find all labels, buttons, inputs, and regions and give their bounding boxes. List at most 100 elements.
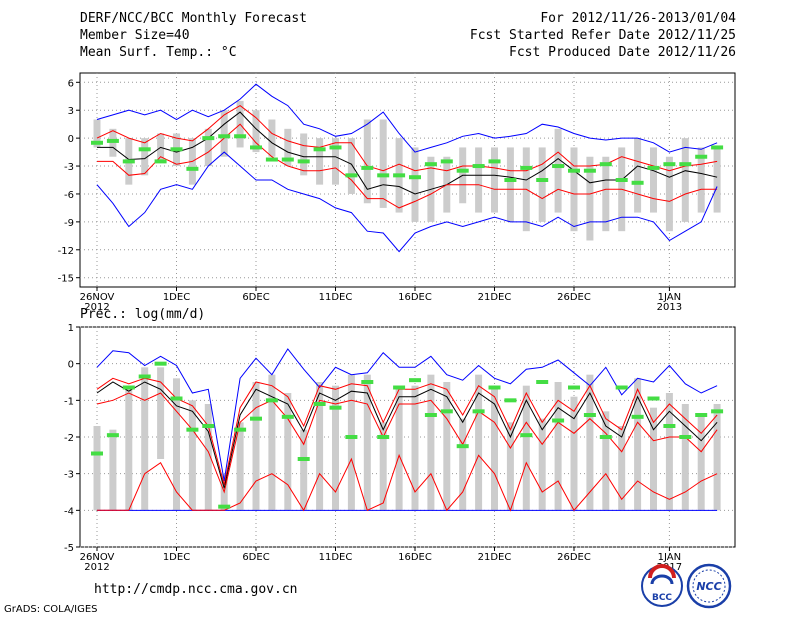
temp-ytick-label: 6	[68, 78, 74, 89]
prec-observed-mark	[536, 380, 549, 384]
temp-xtick-label: 16DEC	[398, 292, 432, 303]
prec-ensemble-bar	[491, 385, 498, 511]
temp-observed-mark	[154, 159, 167, 164]
prec-observed-mark	[679, 435, 692, 439]
temp-xtick-year-label: 2012	[84, 302, 109, 313]
temp-ensemble-bar	[379, 119, 387, 208]
prec-observed-mark	[106, 433, 119, 438]
prec-observed-mark	[91, 451, 103, 456]
source-url[interactable]: http://cmdp.ncc.cma.gov.cn	[94, 582, 298, 597]
temp-ensemble-bar	[141, 138, 149, 176]
prec-observed-mark	[234, 427, 247, 432]
temp-observed-mark	[186, 166, 199, 171]
prec-observed-mark	[631, 414, 644, 419]
temp-xtick-label: 1DEC	[163, 292, 190, 303]
temp-observed-mark	[234, 134, 247, 139]
prec-observed-mark	[583, 413, 596, 417]
prec-ytick-label: -3	[64, 470, 74, 481]
prec-observed-mark	[615, 385, 628, 390]
prec-ensemble-bar	[204, 404, 212, 511]
prec-ytick-label: 1	[68, 323, 74, 334]
prec-xtick-year-label: 2017	[657, 562, 682, 573]
temp-series-min	[96, 151, 718, 253]
temp-ensemble-bar	[634, 138, 642, 213]
temp-ytick-label: -6	[64, 190, 74, 201]
temp-observed-mark	[377, 173, 390, 178]
prec-observed-mark	[599, 435, 612, 439]
temp-ensemble-bar	[252, 110, 260, 153]
temp-observed-mark	[599, 162, 612, 167]
prec-ensemble-bar	[395, 385, 403, 511]
temp-series-mean	[97, 111, 718, 195]
temp-observed-mark	[281, 157, 294, 162]
prec-xtick-label: 6DEC	[242, 552, 269, 563]
temp-observed-mark	[536, 178, 549, 182]
temp-xtick-label: 6DEC	[242, 292, 269, 303]
prec-series-max	[96, 348, 718, 482]
temp-ytick-label: -9	[64, 218, 74, 229]
temp-ytick-label: 3	[68, 106, 74, 117]
prec-ytick-label: -2	[64, 433, 74, 444]
prec-observed-mark	[250, 416, 262, 421]
header-left: DERF/NCC/BCC Monthly Forecast Member Siz…	[80, 10, 307, 61]
temp-observed-mark	[91, 140, 103, 145]
temp-observed-mark	[615, 178, 628, 182]
temp-ensemble-bar	[491, 147, 498, 213]
temp-ensemble-bar	[586, 156, 594, 241]
temp-ensemble-bar	[665, 156, 673, 232]
prec-observed-mark	[472, 409, 485, 414]
temp-ytick-label: 0	[68, 134, 74, 145]
temp-ensemble-bar	[681, 138, 689, 222]
temp-ensemble-bar	[554, 128, 562, 213]
prec-ensemble-bar	[363, 374, 371, 511]
temp-ensemble-bar	[316, 138, 324, 185]
temp-ensemble-bar	[332, 138, 339, 185]
temp-ensemble-bar	[204, 128, 212, 167]
prec-observed-mark	[504, 398, 517, 403]
temp-observed-mark	[679, 162, 692, 167]
prec-ensemble-bar	[252, 382, 260, 511]
temp-ensemble-bar	[300, 133, 308, 176]
temp-series-max	[96, 83, 718, 153]
prec-ensemble-bar	[236, 422, 244, 511]
prec-ensemble-bar	[332, 385, 339, 511]
chart-title: DERF/NCC/BCC Monthly Forecast	[80, 11, 307, 26]
temp-observed-mark	[631, 180, 644, 185]
temp-observed-mark	[106, 138, 119, 143]
prec-ensemble-bar	[427, 374, 435, 511]
prec-observed-mark	[154, 361, 167, 366]
temp-observed-mark	[122, 159, 135, 164]
temp-observed-mark	[552, 164, 565, 169]
prec-ensemble-bar	[570, 396, 578, 511]
prec-observed-mark	[568, 385, 580, 390]
temp-observed-mark	[393, 173, 406, 178]
temp-ensemble-bar	[284, 128, 292, 167]
prec-observed-mark	[329, 405, 342, 410]
prec-observed-mark	[488, 385, 501, 390]
prec-ytick-label: 0	[68, 360, 74, 371]
prec-series-mean	[96, 381, 718, 489]
temp-observed-mark	[472, 164, 485, 169]
prec-ensemble-bar	[506, 422, 514, 511]
prec-observed-mark	[313, 402, 326, 406]
prec-ensemble-bar	[459, 418, 467, 511]
fcst-started-date: Fcst Started Refer Date 2012/11/25	[469, 28, 736, 43]
member-size: Member Size=40	[80, 28, 190, 43]
prec-observed-mark	[711, 409, 724, 414]
prec-observed-mark	[377, 435, 390, 439]
temp-observed-mark	[440, 159, 453, 164]
temp-observed-mark	[138, 147, 151, 152]
temp-ensemble-bar	[697, 147, 705, 213]
prec-ensemble-bar	[284, 393, 292, 511]
prec-series-p_lower	[96, 392, 718, 494]
prec-ensemble-bar	[602, 411, 610, 511]
prec-ytick-label: -5	[64, 543, 74, 554]
temp-ensemble-bar	[268, 119, 276, 157]
prec-observed-mark	[202, 424, 215, 428]
temp-xtick-label: 11DEC	[319, 292, 353, 303]
grads-credit: GrADS: COLA/IGES	[4, 604, 98, 615]
prec-observed-mark	[552, 418, 565, 423]
prec-xtick-label: 26DEC	[557, 552, 591, 563]
prec-ensemble-bar	[586, 374, 594, 511]
temp-observed-mark	[250, 145, 262, 150]
